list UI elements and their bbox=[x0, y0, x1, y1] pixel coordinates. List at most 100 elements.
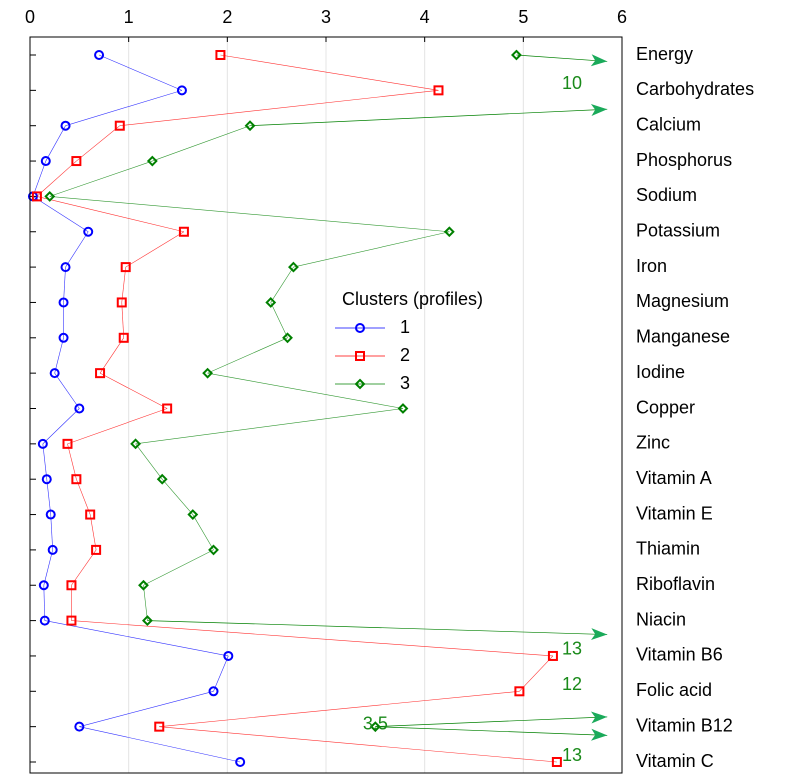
data-point bbox=[208, 544, 219, 556]
y-tick-label: Carbohydrates bbox=[636, 79, 754, 99]
series-line bbox=[207, 372, 404, 409]
series-line bbox=[65, 90, 183, 126]
series-line bbox=[50, 514, 53, 550]
data-point bbox=[235, 757, 246, 767]
data-point bbox=[114, 120, 125, 131]
y-tick-label: Energy bbox=[636, 44, 693, 64]
x-tick-label: 0 bbox=[25, 7, 35, 27]
y-tick-label: Vitamin A bbox=[636, 468, 712, 488]
data-point bbox=[397, 403, 409, 414]
series-line bbox=[270, 302, 288, 338]
series-line bbox=[49, 196, 450, 233]
y-tick-label: Magnesium bbox=[636, 291, 729, 311]
series-line bbox=[42, 443, 48, 480]
value-label: 12 bbox=[562, 674, 582, 694]
data-point bbox=[162, 403, 173, 414]
y-tick-label: Riboflavin bbox=[636, 574, 715, 594]
data-point bbox=[156, 473, 168, 485]
arrow-head bbox=[590, 711, 608, 724]
series-line bbox=[99, 337, 124, 374]
series-line bbox=[32, 160, 47, 197]
data-point bbox=[187, 509, 199, 520]
data-point bbox=[116, 297, 127, 308]
series-line bbox=[76, 125, 120, 162]
legend-label: 3 bbox=[400, 373, 410, 393]
series-line bbox=[32, 196, 89, 233]
data-point bbox=[40, 156, 51, 167]
data-point bbox=[39, 615, 50, 626]
series-line bbox=[36, 196, 184, 233]
y-tick-label: Manganese bbox=[636, 327, 730, 347]
data-point bbox=[130, 438, 141, 450]
series-line bbox=[270, 266, 294, 303]
series-line bbox=[161, 479, 194, 515]
data-point bbox=[37, 438, 48, 449]
data-point bbox=[244, 120, 256, 132]
value-label: 13 bbox=[562, 745, 582, 765]
value-label: 3.5 bbox=[363, 713, 388, 733]
y-tick-label: Niacin bbox=[636, 609, 686, 629]
data-point bbox=[85, 509, 96, 520]
series-line bbox=[125, 231, 185, 268]
y-tick-label: Vitamin E bbox=[636, 503, 713, 523]
data-point bbox=[45, 509, 56, 520]
arrow-head bbox=[590, 103, 608, 116]
arrow-head bbox=[591, 628, 608, 641]
plot: 10 13 12 3.5 13 bbox=[27, 49, 608, 767]
data-point bbox=[41, 474, 52, 485]
series-line bbox=[49, 160, 153, 197]
series-line bbox=[121, 267, 127, 303]
series-line bbox=[159, 726, 557, 763]
x-tick-label: 3 bbox=[321, 7, 331, 27]
data-point bbox=[47, 544, 58, 555]
data-point bbox=[547, 650, 558, 661]
data-point bbox=[282, 332, 293, 344]
series-line bbox=[71, 620, 553, 657]
x-tick-label: 1 bbox=[124, 7, 134, 27]
data-point bbox=[514, 686, 525, 697]
data-point bbox=[178, 226, 189, 237]
data-point bbox=[60, 120, 71, 131]
series-line bbox=[63, 267, 66, 303]
data-point bbox=[223, 650, 234, 661]
data-point bbox=[74, 721, 85, 732]
series-line bbox=[99, 372, 168, 409]
data-point bbox=[31, 191, 42, 202]
series-line bbox=[119, 90, 439, 126]
data-point bbox=[62, 438, 73, 449]
data-point bbox=[511, 49, 522, 61]
y-tick-label: Iron bbox=[636, 256, 667, 276]
legend-title: Clusters (profiles) bbox=[342, 289, 483, 309]
series-line bbox=[79, 726, 241, 763]
series-line bbox=[36, 160, 77, 197]
value-label: 10 bbox=[562, 73, 582, 93]
overflow-arrow bbox=[147, 620, 608, 635]
series-line bbox=[135, 443, 163, 480]
series-line bbox=[121, 302, 125, 338]
series-line bbox=[135, 408, 403, 445]
y-tick-label: Vitamin B6 bbox=[636, 645, 723, 665]
data-point bbox=[154, 721, 165, 732]
series-line bbox=[67, 408, 168, 445]
data-point bbox=[202, 367, 214, 379]
legend-marker bbox=[355, 323, 365, 333]
y-tick-label: Iodine bbox=[636, 362, 685, 382]
y-tick-label: Thiamin bbox=[636, 539, 700, 559]
value-label: 13 bbox=[562, 639, 582, 659]
data-point bbox=[91, 544, 102, 555]
y-tick-label: Potassium bbox=[636, 221, 720, 241]
x-tick-label: 4 bbox=[420, 7, 430, 27]
y-tick-label: Calcium bbox=[636, 114, 701, 134]
y-tick-label: Sodium bbox=[636, 185, 697, 205]
series-line bbox=[71, 549, 97, 586]
data-point bbox=[208, 686, 219, 697]
y-tick-label: Vitamin C bbox=[636, 751, 714, 771]
data-point bbox=[94, 50, 105, 60]
series-line bbox=[67, 443, 77, 480]
series-line bbox=[220, 54, 439, 91]
series-line bbox=[76, 479, 91, 515]
data-point bbox=[118, 332, 129, 343]
x-tick-label: 5 bbox=[518, 7, 528, 27]
series-line bbox=[44, 620, 229, 657]
